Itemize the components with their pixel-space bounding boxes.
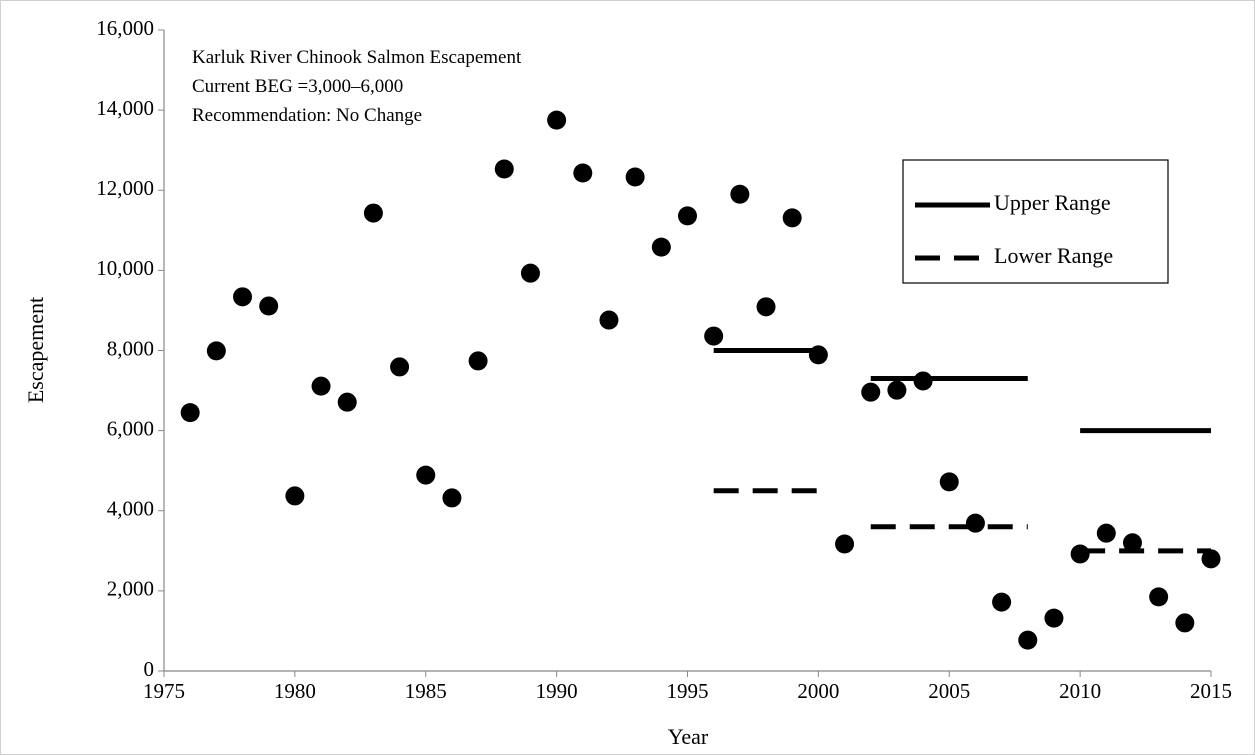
data-point bbox=[939, 472, 959, 492]
annotation: Recommendation: No Change bbox=[192, 105, 422, 126]
x-tick-label: 1990 bbox=[536, 679, 578, 703]
data-point bbox=[782, 208, 802, 228]
data-point bbox=[992, 592, 1012, 612]
y-tick-label: 14,000 bbox=[96, 96, 154, 120]
y-tick-label: 10,000 bbox=[96, 256, 154, 280]
data-point bbox=[1175, 613, 1195, 633]
data-point bbox=[311, 376, 331, 396]
data-point bbox=[808, 345, 828, 365]
x-tick-label: 1985 bbox=[405, 679, 447, 703]
data-point bbox=[1044, 608, 1064, 628]
data-point bbox=[520, 263, 540, 283]
legend-label: Lower Range bbox=[994, 243, 1113, 268]
data-point bbox=[494, 159, 514, 179]
data-point bbox=[285, 486, 305, 506]
x-tick-label: 1975 bbox=[143, 679, 185, 703]
annotation: Current BEG =3,000–6,000 bbox=[192, 76, 403, 97]
data-point bbox=[678, 206, 697, 226]
x-tick-label: 2010 bbox=[1059, 679, 1101, 703]
data-point bbox=[1070, 544, 1090, 564]
x-tick-label: 1980 bbox=[274, 679, 316, 703]
data-point bbox=[337, 392, 357, 412]
y-tick-label: 12,000 bbox=[96, 176, 154, 200]
data-point bbox=[233, 287, 253, 307]
data-point bbox=[913, 371, 933, 391]
y-tick-label: 16,000 bbox=[96, 16, 154, 40]
data-point bbox=[573, 163, 593, 183]
data-point bbox=[756, 297, 776, 317]
y-tick-label: 4,000 bbox=[107, 497, 154, 521]
y-tick-label: 8,000 bbox=[107, 336, 154, 360]
x-tick-label: 2005 bbox=[928, 679, 970, 703]
annotation: Karluk River Chinook Salmon Escapement bbox=[192, 47, 522, 68]
data-point bbox=[1018, 630, 1038, 650]
data-point bbox=[416, 465, 436, 485]
data-point bbox=[259, 296, 279, 316]
data-point bbox=[730, 184, 750, 204]
x-axis-label: Year bbox=[668, 724, 709, 749]
y-axis-label: Escapement bbox=[23, 297, 48, 403]
data-point bbox=[704, 326, 724, 346]
x-tick-label: 1995 bbox=[667, 679, 709, 703]
y-tick-label: 6,000 bbox=[107, 416, 154, 440]
data-point bbox=[1201, 549, 1221, 569]
x-tick-label: 2015 bbox=[1190, 679, 1232, 703]
legend-box bbox=[902, 159, 1169, 284]
data-point bbox=[363, 203, 383, 223]
x-tick-label: 2000 bbox=[797, 679, 839, 703]
data-point bbox=[206, 341, 226, 361]
data-point bbox=[1149, 587, 1169, 607]
legend-label: Upper Range bbox=[994, 190, 1111, 215]
data-point bbox=[468, 351, 488, 371]
data-point bbox=[442, 488, 462, 508]
data-point bbox=[965, 513, 985, 533]
y-tick-label: 2,000 bbox=[107, 577, 154, 601]
data-point bbox=[835, 534, 855, 554]
data-point bbox=[1122, 533, 1142, 553]
data-point bbox=[651, 237, 671, 257]
data-point bbox=[180, 403, 200, 423]
data-point bbox=[625, 167, 645, 187]
data-point bbox=[390, 357, 410, 377]
y-tick-label: 0 bbox=[144, 657, 155, 681]
data-point bbox=[599, 310, 619, 330]
data-point bbox=[1096, 523, 1116, 543]
data-point bbox=[887, 380, 907, 400]
data-point bbox=[547, 110, 567, 130]
data-point bbox=[861, 382, 881, 402]
